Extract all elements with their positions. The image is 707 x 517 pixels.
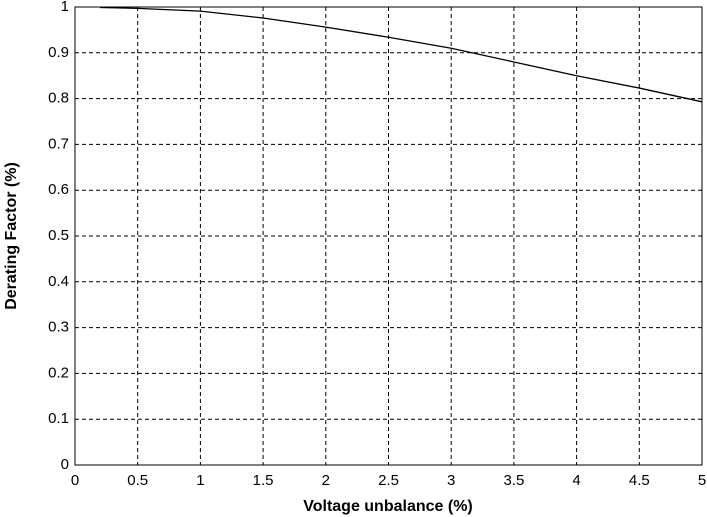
x-tick-label: 2.5 (378, 472, 399, 489)
x-tick-label: 1.5 (253, 472, 274, 489)
x-tick-label: 5 (698, 472, 706, 489)
x-tick-label: 1 (196, 472, 204, 489)
x-tick-label: 3.5 (503, 472, 524, 489)
x-tick-label: 4.5 (629, 472, 650, 489)
x-axis-label: Voltage unbalance (%) (303, 498, 473, 515)
data-line (100, 6, 703, 103)
x-tick-label: 2 (322, 472, 330, 489)
y-tick-label: 0.4 (48, 273, 69, 290)
x-tick-label: 4 (572, 472, 580, 489)
x-tick-label: 0 (71, 472, 79, 489)
y-tick-label: 0.6 (48, 181, 69, 198)
y-tick-label: 0.3 (48, 319, 69, 336)
y-tick-label: 0.8 (48, 90, 69, 107)
x-tick-label: 0.5 (127, 472, 148, 489)
y-tick-label: 1 (61, 0, 69, 15)
y-tick-label: 0.7 (48, 135, 69, 152)
y-tick-label: 0.2 (48, 364, 69, 381)
y-tick-label: 0.5 (48, 227, 69, 244)
y-axis-label: Derating Factor (%) (3, 162, 20, 310)
y-tick-label: 0 (61, 456, 69, 473)
x-tick-label: 3 (447, 472, 455, 489)
y-tick-label: 0.9 (48, 44, 69, 61)
y-tick-label: 0.1 (48, 410, 69, 427)
